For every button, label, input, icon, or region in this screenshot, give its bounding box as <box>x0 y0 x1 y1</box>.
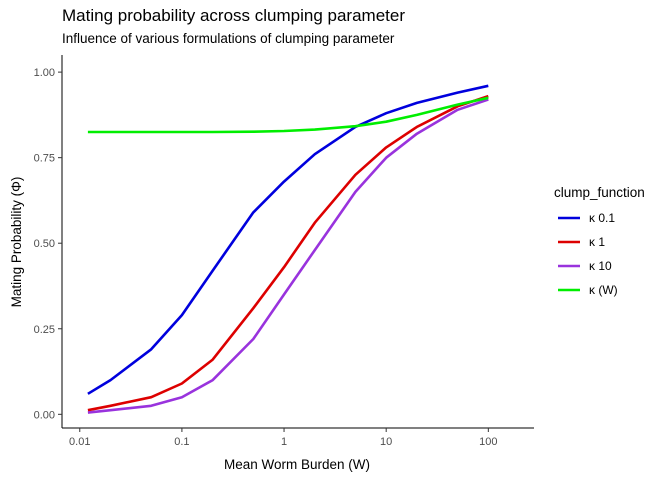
x-tick-label: 100 <box>479 436 497 448</box>
legend-label: κ 10 <box>589 259 612 273</box>
legend-label: κ 1 <box>589 235 605 249</box>
y-tick-label: 0.25 <box>34 324 55 336</box>
chart-subtitle: Influence of various formulations of clu… <box>62 31 395 46</box>
x-tick-label: 1 <box>281 436 287 448</box>
axes-group: 0.01 0.1 1 10 100 0.00 0.25 0.50 0.75 1.00 <box>34 55 534 448</box>
legend-title: clump_function <box>554 185 645 200</box>
chart-title: Mating probability across clumping param… <box>62 6 405 25</box>
series-line <box>87 84 489 395</box>
y-axis-title: Mating Probability (Φ) <box>9 177 24 308</box>
series-lines <box>87 84 489 414</box>
y-tick-label: 0.00 <box>34 409 55 421</box>
x-tick-label: 10 <box>380 436 392 448</box>
y-tick-label: 1.00 <box>34 67 55 79</box>
series-line <box>87 98 489 414</box>
legend: clump_function κ 0.1 κ 1 κ 10 κ (W) <box>554 185 645 297</box>
x-tick-label: 0.01 <box>69 436 90 448</box>
series-line <box>87 96 489 134</box>
series-line <box>87 94 489 412</box>
x-axis-title: Mean Worm Burden (W) <box>224 457 370 472</box>
legend-label: κ 0.1 <box>589 211 615 225</box>
x-tick-label: 0.1 <box>174 436 189 448</box>
y-tick-label: 0.75 <box>34 153 55 165</box>
legend-label: κ (W) <box>589 283 618 297</box>
y-tick-label: 0.50 <box>34 238 55 250</box>
